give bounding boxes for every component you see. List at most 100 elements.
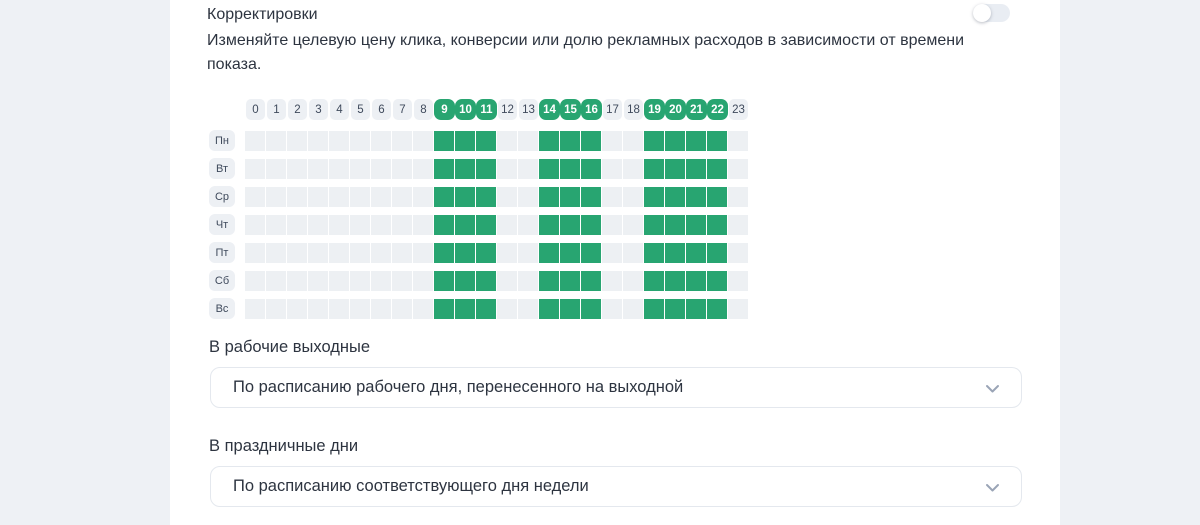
schedule-cell-Вс-23[interactable]: [728, 298, 748, 319]
schedule-cell-Чт-6[interactable]: [371, 214, 391, 235]
hour-header-20[interactable]: 20: [665, 99, 686, 120]
schedule-cell-Вт-9[interactable]: [434, 158, 454, 179]
hour-header-15[interactable]: 15: [560, 99, 581, 120]
schedule-cell-Пт-23[interactable]: [728, 242, 748, 263]
schedule-cell-Пн-2[interactable]: [287, 130, 307, 151]
schedule-cell-Сб-10[interactable]: [455, 270, 475, 291]
schedule-cell-Пн-7[interactable]: [392, 130, 412, 151]
schedule-cell-Пт-0[interactable]: [245, 242, 265, 263]
schedule-cell-Сб-7[interactable]: [392, 270, 412, 291]
schedule-cell-Вт-16[interactable]: [581, 158, 601, 179]
schedule-cell-Вс-14[interactable]: [539, 298, 559, 319]
hour-header-13[interactable]: 13: [519, 99, 538, 120]
schedule-cell-Пн-20[interactable]: [665, 130, 685, 151]
schedule-cell-Вт-13[interactable]: [518, 158, 538, 179]
schedule-cell-Пн-12[interactable]: [497, 130, 517, 151]
schedule-cell-Пт-3[interactable]: [308, 242, 328, 263]
schedule-cell-Пт-11[interactable]: [476, 242, 496, 263]
schedule-cell-Сб-8[interactable]: [413, 270, 433, 291]
schedule-cell-Ср-23[interactable]: [728, 186, 748, 207]
schedule-cell-Чт-18[interactable]: [623, 214, 643, 235]
schedule-cell-Вс-20[interactable]: [665, 298, 685, 319]
schedule-cell-Сб-13[interactable]: [518, 270, 538, 291]
schedule-cell-Ср-10[interactable]: [455, 186, 475, 207]
schedule-cell-Сб-23[interactable]: [728, 270, 748, 291]
schedule-cell-Чт-9[interactable]: [434, 214, 454, 235]
schedule-cell-Ср-22[interactable]: [707, 186, 727, 207]
schedule-cell-Пт-19[interactable]: [644, 242, 664, 263]
schedule-cell-Пн-23[interactable]: [728, 130, 748, 151]
schedule-cell-Пт-4[interactable]: [329, 242, 349, 263]
schedule-cell-Вт-7[interactable]: [392, 158, 412, 179]
schedule-cell-Пн-16[interactable]: [581, 130, 601, 151]
schedule-cell-Вт-4[interactable]: [329, 158, 349, 179]
schedule-cell-Сб-21[interactable]: [686, 270, 706, 291]
schedule-cell-Ср-13[interactable]: [518, 186, 538, 207]
schedule-cell-Пн-19[interactable]: [644, 130, 664, 151]
schedule-cell-Пт-12[interactable]: [497, 242, 517, 263]
schedule-cell-Сб-14[interactable]: [539, 270, 559, 291]
schedule-cell-Вт-1[interactable]: [266, 158, 286, 179]
schedule-cell-Вт-18[interactable]: [623, 158, 643, 179]
schedule-cell-Пн-11[interactable]: [476, 130, 496, 151]
hour-header-1[interactable]: 1: [267, 99, 286, 120]
schedule-cell-Ср-5[interactable]: [350, 186, 370, 207]
hour-header-7[interactable]: 7: [393, 99, 412, 120]
schedule-cell-Чт-7[interactable]: [392, 214, 412, 235]
hour-header-16[interactable]: 16: [581, 99, 602, 120]
schedule-cell-Вт-20[interactable]: [665, 158, 685, 179]
schedule-cell-Пт-17[interactable]: [602, 242, 622, 263]
schedule-cell-Чт-17[interactable]: [602, 214, 622, 235]
day-label-Ср[interactable]: Ср: [209, 186, 235, 207]
schedule-cell-Сб-22[interactable]: [707, 270, 727, 291]
schedule-cell-Пн-1[interactable]: [266, 130, 286, 151]
schedule-cell-Чт-11[interactable]: [476, 214, 496, 235]
schedule-cell-Пт-2[interactable]: [287, 242, 307, 263]
schedule-cell-Сб-6[interactable]: [371, 270, 391, 291]
hour-header-11[interactable]: 11: [476, 99, 497, 120]
hour-header-19[interactable]: 19: [644, 99, 665, 120]
hour-header-9[interactable]: 9: [434, 99, 455, 120]
hour-header-3[interactable]: 3: [309, 99, 328, 120]
schedule-cell-Пт-8[interactable]: [413, 242, 433, 263]
schedule-cell-Вт-14[interactable]: [539, 158, 559, 179]
schedule-cell-Сб-3[interactable]: [308, 270, 328, 291]
schedule-cell-Чт-1[interactable]: [266, 214, 286, 235]
schedule-cell-Вт-15[interactable]: [560, 158, 580, 179]
schedule-cell-Чт-3[interactable]: [308, 214, 328, 235]
schedule-cell-Сб-11[interactable]: [476, 270, 496, 291]
schedule-cell-Вс-12[interactable]: [497, 298, 517, 319]
schedule-cell-Вт-11[interactable]: [476, 158, 496, 179]
schedule-cell-Пт-20[interactable]: [665, 242, 685, 263]
schedule-cell-Чт-0[interactable]: [245, 214, 265, 235]
hour-header-12[interactable]: 12: [498, 99, 517, 120]
schedule-cell-Пн-8[interactable]: [413, 130, 433, 151]
schedule-cell-Ср-20[interactable]: [665, 186, 685, 207]
schedule-cell-Чт-15[interactable]: [560, 214, 580, 235]
day-label-Пн[interactable]: Пн: [209, 130, 235, 151]
schedule-cell-Пн-4[interactable]: [329, 130, 349, 151]
schedule-cell-Вс-7[interactable]: [392, 298, 412, 319]
schedule-cell-Вт-6[interactable]: [371, 158, 391, 179]
schedule-cell-Пт-14[interactable]: [539, 242, 559, 263]
hour-header-22[interactable]: 22: [707, 99, 728, 120]
schedule-cell-Вт-10[interactable]: [455, 158, 475, 179]
schedule-cell-Чт-13[interactable]: [518, 214, 538, 235]
schedule-cell-Пт-5[interactable]: [350, 242, 370, 263]
hour-header-2[interactable]: 2: [288, 99, 307, 120]
schedule-cell-Вт-3[interactable]: [308, 158, 328, 179]
schedule-cell-Чт-22[interactable]: [707, 214, 727, 235]
schedule-cell-Вт-21[interactable]: [686, 158, 706, 179]
schedule-cell-Сб-15[interactable]: [560, 270, 580, 291]
schedule-cell-Вс-8[interactable]: [413, 298, 433, 319]
day-label-Чт[interactable]: Чт: [209, 214, 235, 235]
schedule-cell-Пт-6[interactable]: [371, 242, 391, 263]
schedule-cell-Пт-1[interactable]: [266, 242, 286, 263]
schedule-cell-Чт-2[interactable]: [287, 214, 307, 235]
schedule-cell-Ср-11[interactable]: [476, 186, 496, 207]
hour-header-0[interactable]: 0: [246, 99, 265, 120]
schedule-cell-Вс-4[interactable]: [329, 298, 349, 319]
schedule-cell-Пт-22[interactable]: [707, 242, 727, 263]
schedule-cell-Вт-17[interactable]: [602, 158, 622, 179]
schedule-cell-Пн-17[interactable]: [602, 130, 622, 151]
